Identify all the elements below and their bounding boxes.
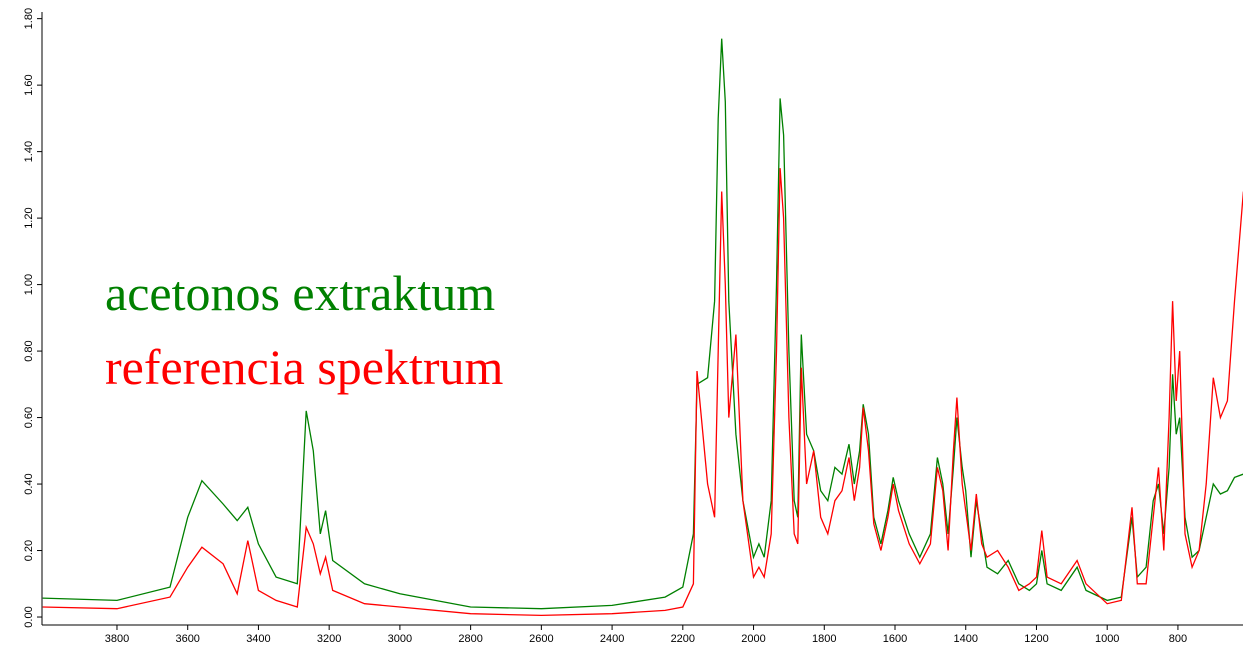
x-tick-label: 1000 <box>1095 633 1119 645</box>
y-tick-label: 1.60 <box>23 74 35 95</box>
x-tick-label: 3000 <box>388 633 412 645</box>
x-tick-label: 1800 <box>812 633 836 645</box>
y-tick-label: 1.20 <box>23 207 35 228</box>
x-tick-label: 2800 <box>458 633 482 645</box>
y-tick-label: 1.40 <box>23 141 35 162</box>
x-tick-label: 1400 <box>953 633 977 645</box>
x-tick-label: 2400 <box>600 633 624 645</box>
y-tick-label: 0.20 <box>23 540 35 561</box>
y-tick-label: 0.60 <box>23 407 35 428</box>
x-tick-label: 1200 <box>1024 633 1048 645</box>
y-tick-label: 1.00 <box>23 274 35 295</box>
spectrum-line <box>42 38 1243 610</box>
x-tick-label: 2600 <box>529 633 553 645</box>
x-tick-label: 3800 <box>105 633 129 645</box>
y-tick-label: 0.40 <box>23 473 35 494</box>
x-tick-label: 2200 <box>671 633 695 645</box>
x-tick-label: 2000 <box>741 633 765 645</box>
spectrum-line <box>42 168 1243 617</box>
x-tick-label: 3400 <box>246 633 270 645</box>
y-tick-label: 0.00 <box>23 606 35 627</box>
legend-entry: referencia spektrum <box>105 339 503 395</box>
x-tick-label: 800 <box>1169 633 1187 645</box>
legend-entry: acetonos extraktum <box>105 265 495 321</box>
x-tick-label: 3600 <box>175 633 199 645</box>
y-tick-label: 1.80 <box>23 8 35 29</box>
x-tick-label: 3200 <box>317 633 341 645</box>
x-tick-label: 1600 <box>883 633 907 645</box>
y-tick-label: 0.80 <box>23 340 35 361</box>
